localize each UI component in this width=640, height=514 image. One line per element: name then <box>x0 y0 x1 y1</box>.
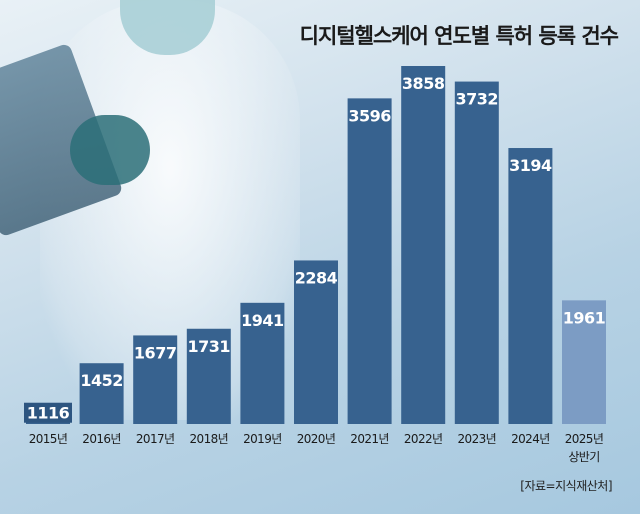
x-tick-label: 2016년 <box>82 432 121 446</box>
x-tick-label: 2019년 <box>243 432 282 446</box>
bar-value-label: 3732 <box>456 90 499 109</box>
background-glove <box>70 115 150 185</box>
bar-4 <box>240 302 285 424</box>
bar-8 <box>454 81 499 424</box>
bar-9 <box>508 148 553 424</box>
bar-7 <box>401 66 446 424</box>
x-tick-label: 2015년 <box>29 432 68 446</box>
bar-value-label: 3194 <box>509 156 552 175</box>
bar-value-label: 1677 <box>134 343 177 362</box>
bar-3 <box>186 328 231 424</box>
bar-value-label: 1731 <box>188 337 231 356</box>
bar-value-label: 1116 <box>27 404 70 423</box>
bar-1 <box>79 363 124 424</box>
bar-value-label: 1452 <box>80 371 123 390</box>
x-tick-label: 상반기 <box>568 450 599 464</box>
x-tick-label: 2018년 <box>190 432 229 446</box>
x-tick-label: 2017년 <box>136 432 175 446</box>
bar-10 <box>562 300 606 424</box>
bar-value-label: 3596 <box>348 106 391 125</box>
bar-value-label: 2284 <box>295 268 338 287</box>
x-tick-label: 2025년 <box>565 432 604 446</box>
bar-value-label: 3858 <box>402 74 445 93</box>
bar-2 <box>133 335 178 424</box>
chart-title: 디지털헬스케어 연도별 특허 등록 건수 <box>299 24 619 48</box>
x-tick-label: 2021년 <box>350 432 389 446</box>
bar-label-bg <box>24 402 72 423</box>
x-tick-label: 2023년 <box>458 432 497 446</box>
source-note: [자료=지식재산처] <box>520 479 612 493</box>
bar-value-label: 1961 <box>563 308 606 327</box>
bar-value-label: 1941 <box>241 311 284 330</box>
x-tick-label: 2022년 <box>404 432 443 446</box>
x-tick-label: 2020년 <box>297 432 336 446</box>
bar-6 <box>347 98 392 424</box>
bar-5 <box>294 260 338 424</box>
x-tick-label: 2024년 <box>511 432 550 446</box>
